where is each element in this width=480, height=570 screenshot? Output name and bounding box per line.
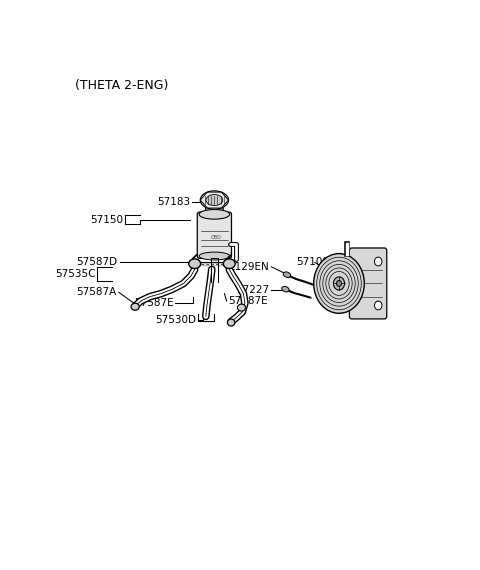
Circle shape bbox=[374, 301, 382, 310]
Ellipse shape bbox=[206, 194, 223, 206]
Text: 57227: 57227 bbox=[236, 286, 269, 295]
Ellipse shape bbox=[283, 272, 290, 278]
Text: 57587E: 57587E bbox=[228, 296, 268, 306]
Ellipse shape bbox=[189, 259, 201, 268]
Text: 57100: 57100 bbox=[296, 258, 329, 267]
Ellipse shape bbox=[238, 304, 246, 311]
FancyBboxPatch shape bbox=[197, 212, 231, 258]
Ellipse shape bbox=[223, 259, 235, 268]
Text: 57150: 57150 bbox=[90, 215, 123, 225]
Circle shape bbox=[314, 254, 364, 314]
Ellipse shape bbox=[282, 286, 289, 292]
Circle shape bbox=[336, 280, 342, 287]
Text: 57587E: 57587E bbox=[134, 298, 173, 308]
Ellipse shape bbox=[207, 210, 222, 215]
Ellipse shape bbox=[199, 210, 229, 219]
Ellipse shape bbox=[200, 191, 228, 209]
Text: 57530D: 57530D bbox=[155, 315, 196, 325]
Text: 57587D: 57587D bbox=[76, 258, 118, 267]
Ellipse shape bbox=[131, 303, 139, 310]
Ellipse shape bbox=[199, 252, 229, 260]
Text: 57587A: 57587A bbox=[77, 287, 117, 297]
Text: OBD: OBD bbox=[211, 235, 222, 240]
Ellipse shape bbox=[205, 205, 223, 213]
Circle shape bbox=[374, 257, 382, 266]
Text: 57535C: 57535C bbox=[55, 269, 96, 279]
Text: 1129EN: 1129EN bbox=[228, 262, 269, 272]
Text: 57183: 57183 bbox=[157, 197, 190, 207]
FancyBboxPatch shape bbox=[349, 248, 387, 319]
Circle shape bbox=[334, 277, 345, 290]
Ellipse shape bbox=[228, 319, 235, 326]
Text: (THETA 2-ENG): (THETA 2-ENG) bbox=[75, 79, 168, 92]
